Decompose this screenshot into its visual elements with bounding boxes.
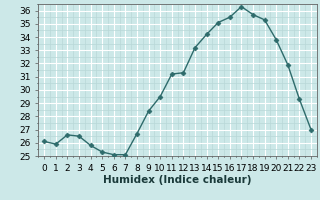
X-axis label: Humidex (Indice chaleur): Humidex (Indice chaleur) <box>103 175 252 185</box>
